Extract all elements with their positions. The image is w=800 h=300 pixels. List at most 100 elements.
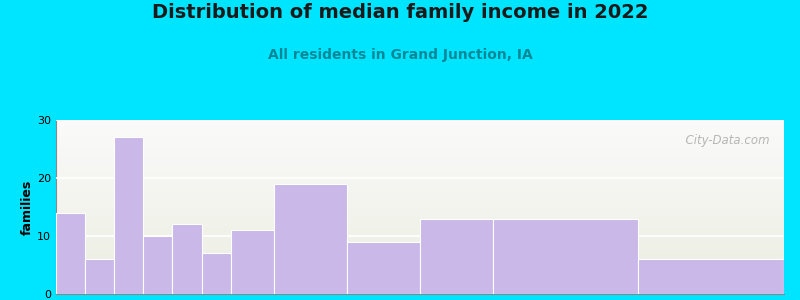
Bar <box>56 159 784 160</box>
Bar <box>56 196 784 197</box>
Bar <box>56 152 784 153</box>
Bar <box>56 265 784 266</box>
Bar <box>56 206 784 207</box>
Bar <box>56 194 784 195</box>
Bar <box>56 235 784 236</box>
Bar <box>56 128 784 129</box>
Bar <box>56 264 784 265</box>
Bar <box>274 184 347 294</box>
Bar <box>56 256 784 257</box>
Bar <box>56 227 784 228</box>
Bar <box>56 292 784 293</box>
Bar <box>56 257 784 258</box>
Bar <box>56 170 784 171</box>
Bar <box>56 160 784 161</box>
Bar <box>56 185 784 186</box>
Bar <box>56 125 784 126</box>
Bar <box>56 290 784 291</box>
Bar <box>56 201 784 202</box>
Bar <box>56 278 784 279</box>
Bar <box>56 144 784 145</box>
Bar <box>56 211 784 212</box>
Bar <box>56 248 784 249</box>
Bar <box>56 135 784 136</box>
Bar <box>56 229 784 230</box>
Bar <box>56 197 784 198</box>
Bar <box>56 212 784 213</box>
Bar <box>85 259 114 294</box>
Bar <box>56 124 784 125</box>
Bar <box>56 154 784 155</box>
Bar <box>493 219 638 294</box>
Bar <box>56 177 784 178</box>
Bar <box>56 120 784 121</box>
Bar <box>56 146 784 147</box>
Bar <box>56 244 784 245</box>
Bar <box>56 281 784 282</box>
Bar <box>56 213 85 294</box>
Bar <box>56 169 784 170</box>
Bar <box>56 123 784 124</box>
Bar <box>56 165 784 166</box>
Bar <box>56 223 784 224</box>
Bar <box>56 291 784 292</box>
Bar <box>56 205 784 206</box>
Bar <box>56 277 784 278</box>
Bar <box>56 189 784 190</box>
Bar <box>56 225 784 226</box>
Bar <box>56 187 784 188</box>
Bar <box>56 213 784 214</box>
Bar <box>56 163 784 164</box>
Bar <box>56 216 784 217</box>
Bar <box>56 286 784 287</box>
Bar <box>56 224 784 225</box>
Bar <box>56 275 784 276</box>
Bar <box>56 288 784 289</box>
Bar <box>56 202 784 203</box>
Bar <box>56 274 784 275</box>
Bar <box>56 188 784 189</box>
Bar <box>56 254 784 255</box>
Bar <box>56 156 784 157</box>
Bar <box>56 195 784 196</box>
Bar <box>56 168 784 169</box>
Bar <box>56 285 784 286</box>
Bar <box>56 203 784 204</box>
Bar <box>56 143 784 144</box>
Bar <box>56 231 784 232</box>
Bar <box>347 242 420 294</box>
Bar <box>420 219 493 294</box>
Bar <box>56 246 784 247</box>
Bar <box>56 148 784 149</box>
Bar <box>56 171 784 172</box>
Bar <box>56 207 784 208</box>
Bar <box>56 276 784 277</box>
Bar <box>56 222 784 223</box>
Bar <box>56 167 784 168</box>
Bar <box>230 230 274 294</box>
Bar <box>56 287 784 288</box>
Bar <box>56 184 784 185</box>
Bar <box>56 161 784 162</box>
Bar <box>56 236 784 237</box>
Bar <box>56 266 784 267</box>
Bar <box>56 183 784 184</box>
Bar <box>56 220 784 221</box>
Bar <box>56 150 784 151</box>
Bar <box>56 129 784 130</box>
Bar <box>56 122 784 123</box>
Bar <box>56 259 784 260</box>
Bar <box>56 204 784 205</box>
Bar <box>202 254 230 294</box>
Bar <box>56 240 784 241</box>
Bar <box>56 282 784 283</box>
Bar <box>56 258 784 259</box>
Bar <box>56 249 784 250</box>
Bar <box>56 247 784 248</box>
Bar <box>56 186 784 187</box>
Bar <box>56 261 784 262</box>
Bar <box>56 192 784 193</box>
Bar <box>56 176 784 177</box>
Bar <box>56 284 784 285</box>
Bar <box>56 260 784 261</box>
